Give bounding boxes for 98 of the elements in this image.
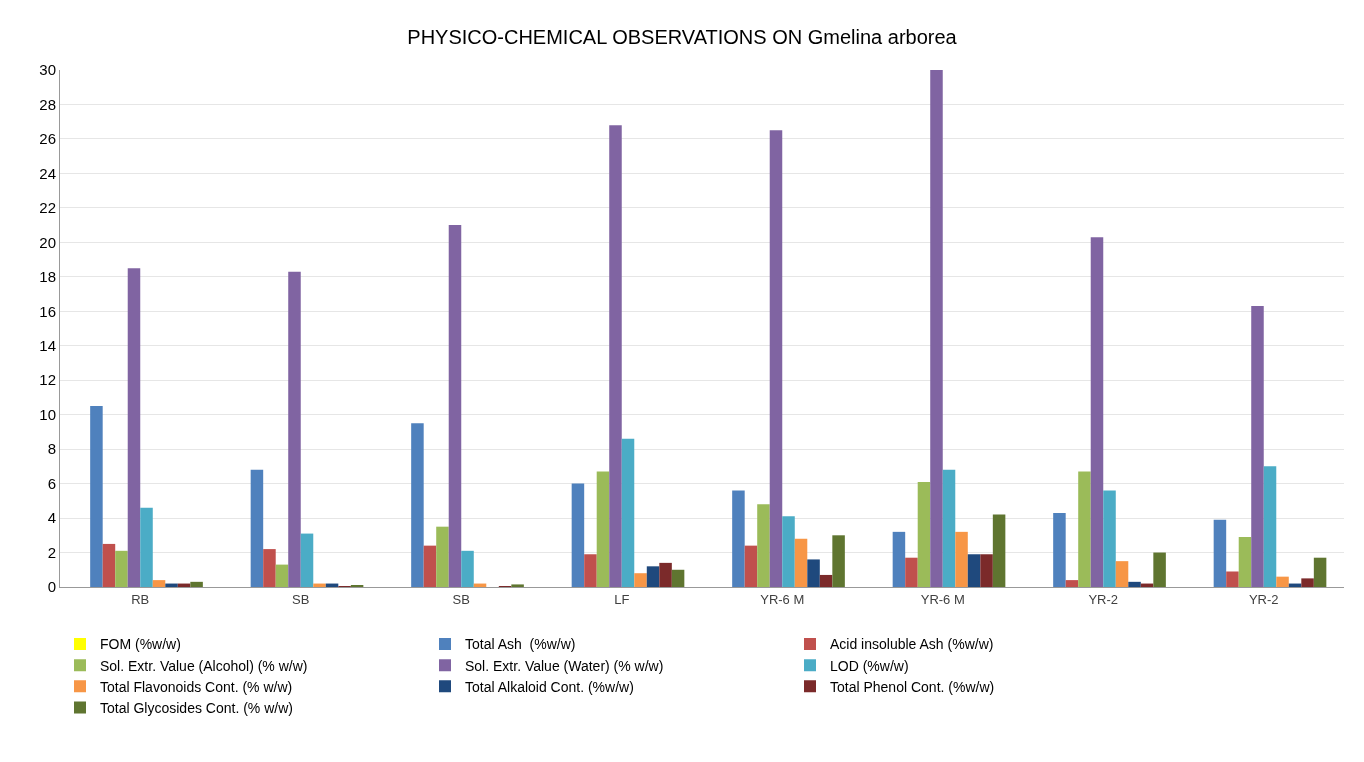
bar (646, 566, 660, 587)
bar (1065, 580, 1079, 587)
bar (744, 545, 758, 587)
legend-label: Total Alkaloid Cont. (%w/w) (465, 678, 634, 695)
y-tick-label: 16 (39, 302, 56, 320)
bar (250, 469, 264, 587)
bar (1301, 578, 1314, 587)
legend-label: Acid insoluble Ash (%w/w) (830, 636, 994, 653)
bar (1115, 561, 1129, 587)
bar (423, 545, 437, 587)
bar (1238, 537, 1252, 587)
legend-label: Total Phenol Cont. (%w/w) (830, 678, 995, 695)
bar (1276, 576, 1289, 587)
bar (127, 268, 141, 587)
bar (905, 557, 918, 587)
x-tick-label: SB (292, 591, 310, 607)
y-tick-label: 28 (39, 95, 56, 113)
bar (1053, 512, 1066, 587)
bar (955, 531, 968, 587)
bar (621, 438, 635, 587)
y-tick-label: 24 (39, 164, 56, 182)
legend-label: LOD (%w/w) (830, 657, 909, 674)
bar (917, 481, 931, 587)
bar (102, 543, 116, 587)
bar (1078, 471, 1091, 587)
bar (1226, 571, 1239, 587)
bar (930, 70, 943, 587)
bar (152, 580, 166, 587)
bar (448, 225, 462, 587)
y-tick-label: 10 (39, 405, 56, 423)
bar (634, 573, 647, 587)
legend-label: Sol. Extr. Value (Alcohol) (% w/w) (100, 657, 308, 674)
bar (1103, 490, 1116, 587)
bar (819, 574, 833, 587)
bar (794, 538, 808, 587)
bar (609, 125, 622, 587)
bar (275, 564, 289, 587)
bar (1251, 306, 1264, 587)
bar (659, 562, 672, 587)
x-tick-label: YR-2 (1088, 591, 1119, 607)
bar (782, 516, 795, 587)
y-tick-label: 14 (39, 336, 56, 354)
chart-title: PHYSICO-CHEMICAL OBSERVATIONS ON Gmelina arborea (407, 26, 958, 49)
bar (807, 559, 820, 587)
bar (288, 271, 301, 587)
bar (967, 554, 981, 587)
y-tick-label: 2 (47, 543, 56, 561)
bar (584, 554, 597, 587)
bar (992, 514, 1006, 587)
y-tick-label: 12 (39, 371, 56, 389)
bar (461, 550, 474, 587)
bar (571, 483, 585, 587)
bar (90, 406, 103, 587)
bar (1153, 552, 1166, 587)
y-tick-label: 20 (39, 233, 56, 251)
x-tick-label: RB (131, 591, 150, 607)
y-tick-label: 4 (47, 509, 56, 527)
bar (411, 423, 424, 587)
legend-label: Total Flavonoids Cont. (% w/w) (100, 678, 293, 695)
bar (263, 549, 276, 587)
bar (769, 130, 783, 587)
x-tick-label: LF (614, 591, 630, 607)
y-tick-label: 30 (39, 61, 56, 79)
bar (1213, 519, 1227, 587)
y-tick-label: 0 (47, 578, 56, 596)
bar (140, 507, 153, 587)
bar (732, 490, 745, 587)
bar (1090, 237, 1104, 587)
bar (942, 469, 956, 587)
bar (313, 583, 326, 587)
bar (190, 581, 203, 587)
bar (671, 569, 685, 587)
bar (511, 584, 524, 587)
y-tick-label: 18 (39, 268, 56, 286)
legend-label: FOM (%w/w) (100, 636, 181, 653)
y-tick-label: 6 (47, 474, 56, 492)
x-tick-label: SB (452, 591, 470, 607)
bar (165, 583, 178, 587)
y-tick-label: 26 (39, 130, 56, 148)
bar (1128, 581, 1141, 587)
bar (757, 504, 770, 587)
legend-label: Total Ash (%w/w) (465, 636, 576, 653)
bar (1313, 557, 1327, 587)
legend-label: Sol. Extr. Value (Water) (% w/w) (465, 657, 664, 674)
x-tick-label: YR-6 M (920, 591, 965, 607)
bar (300, 533, 314, 587)
y-tick-label: 22 (39, 199, 56, 217)
bar (596, 471, 610, 587)
bar (1263, 466, 1277, 587)
bar (436, 526, 449, 587)
bar (980, 554, 993, 587)
bar (832, 535, 845, 587)
y-tick-label: 8 (47, 440, 56, 458)
x-tick-label: YR-2 (1248, 591, 1279, 607)
legend-label: Total Glycosides Cont. (% w/w) (100, 700, 293, 717)
bar (892, 531, 906, 587)
x-tick-label: YR-6 M (760, 591, 805, 607)
bar (115, 550, 128, 587)
